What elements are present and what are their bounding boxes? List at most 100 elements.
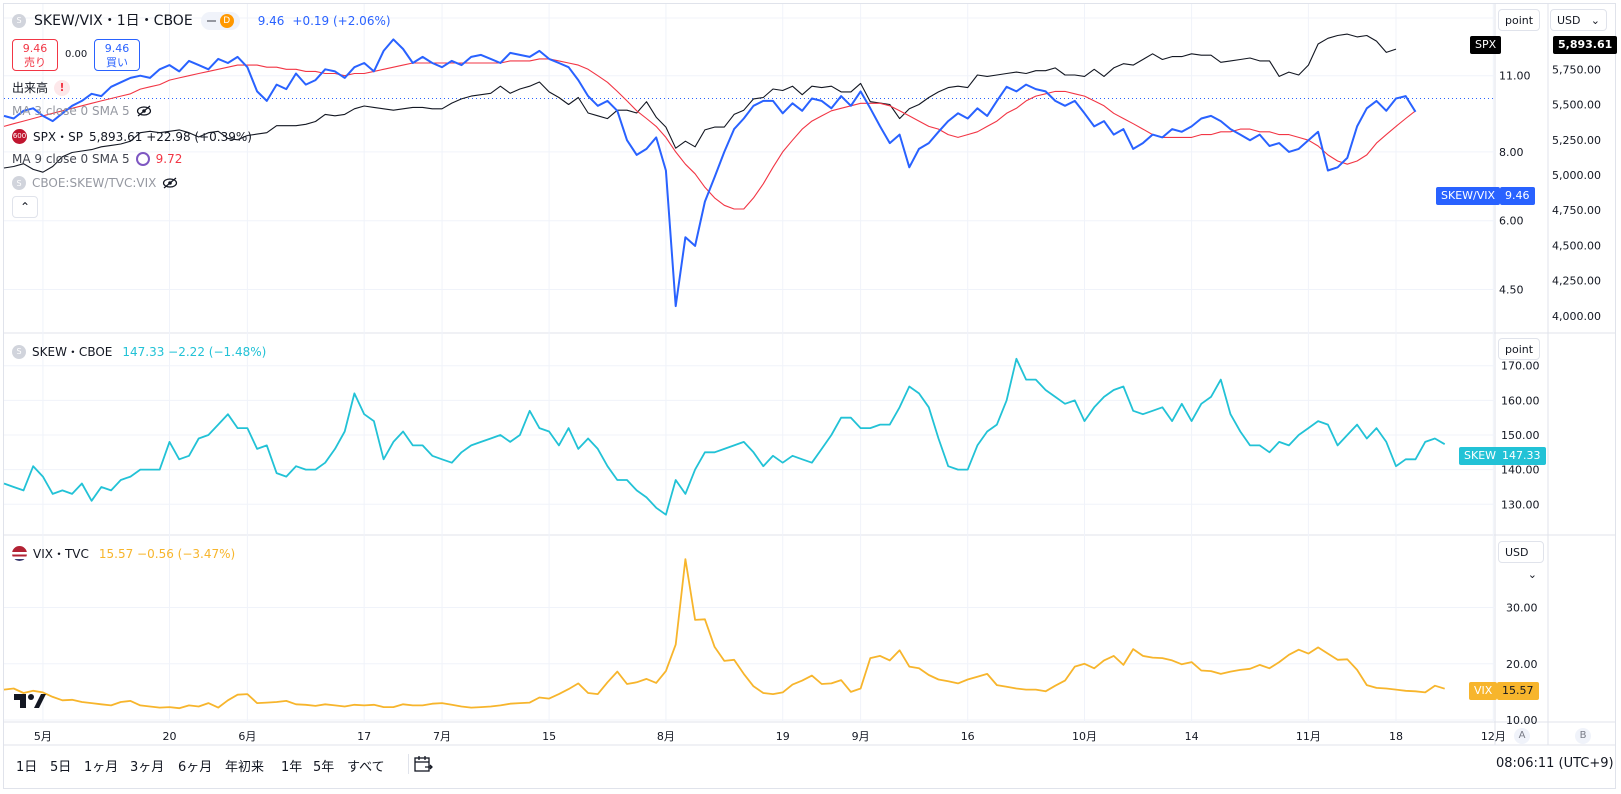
time-axis-label: 16	[961, 730, 975, 743]
time-axis-label: 8月	[657, 730, 675, 743]
chevron-up-icon: ⌃	[19, 200, 31, 214]
ratio-tag: SKEW/VIX	[1436, 187, 1501, 205]
time-axis-label: 7月	[433, 730, 451, 743]
range-button[interactable]: 6ヶ月	[178, 760, 213, 775]
spx-tick-label: 4,500.00	[1552, 239, 1601, 252]
time-axis-label: 11月	[1296, 730, 1321, 743]
sell-price: 9.46	[22, 42, 48, 55]
skew-value: 147.33 −2.22 (−1.48%)	[122, 344, 267, 359]
vix-tag: VIX	[1469, 682, 1498, 700]
range-button[interactable]: すべて	[347, 760, 385, 775]
currency-select-vix[interactable]: USD ⌄	[1498, 541, 1544, 581]
eye-hidden-icon[interactable]	[136, 105, 152, 117]
collapse-legend-button[interactable]: ⌃	[12, 196, 38, 218]
chevron-down-icon: ⌄	[1527, 568, 1537, 581]
skew-logo-icon: S	[12, 344, 26, 359]
eye-hidden-icon[interactable]	[162, 177, 178, 189]
buy-price: 9.46	[104, 42, 130, 55]
skew-tick-label: 160.00	[1501, 394, 1540, 407]
range-button[interactable]: 1ヶ月	[84, 760, 119, 775]
range-button[interactable]: 年初来	[225, 760, 265, 775]
range-button[interactable]: 1年	[281, 760, 303, 775]
legend-spx[interactable]: 600 SPX・SP 5,893.61 +22.98 (+0.39%)	[12, 128, 252, 145]
legend-skew[interactable]: S SKEW・CBOE 147.33 −2.22 (−1.48%)	[12, 343, 266, 360]
currency-label: USD	[1557, 14, 1581, 27]
time-axis-label: 15	[542, 730, 556, 743]
buy-button[interactable]: 9.46 買い	[94, 39, 140, 71]
ratio-ticker: CBOE:SKEW/TVC:VIX	[32, 176, 157, 190]
time-axis-label: 19	[776, 730, 790, 743]
spx-tick-label: 4,000.00	[1552, 310, 1601, 323]
ma3-label: MA 3 close 0 SMA 5	[12, 104, 130, 118]
ratio-logo-icon: S	[12, 176, 26, 190]
clock[interactable]: 08:06:11 (UTC+9)	[1496, 756, 1614, 771]
sell-label: 売り	[24, 56, 46, 69]
buy-label: 買い	[106, 56, 128, 69]
vix-line	[3, 558, 1445, 710]
last-price: 9.46	[257, 14, 285, 28]
scale-mode-button[interactable]: point	[1498, 9, 1541, 31]
skew-tag: SKEW	[1459, 447, 1502, 465]
time-axis-label: 12月	[1481, 730, 1506, 743]
ma9-line	[3, 58, 1416, 210]
time-axis-label: 5月	[34, 730, 52, 743]
spx-tick-label: 4,750.00	[1552, 204, 1601, 217]
range-button[interactable]: 1日	[16, 760, 38, 775]
legend-volume[interactable]: 出来高 !	[12, 79, 71, 96]
vix-tick-label: 20.00	[1506, 658, 1538, 671]
tradingview-logo-icon[interactable]	[14, 692, 46, 710]
vix-tick-label: 10.00	[1506, 714, 1538, 727]
time-axis-label: 14	[1185, 730, 1199, 743]
vix-value: 15.57 −0.56 (−3.47%)	[98, 546, 236, 561]
spx-value: 5,893.61 +22.98 (+0.39%)	[88, 129, 252, 144]
legend-vix[interactable]: VIX・TVC 15.57 −0.56 (−3.47%)	[12, 545, 235, 562]
vix-name: VIX・TVC	[33, 547, 89, 561]
spx-name: SPX・SP	[33, 130, 83, 144]
time-axis-label: 9月	[852, 730, 870, 743]
toolbar-divider	[408, 754, 409, 774]
vix-price-chip: 15.57	[1497, 682, 1539, 700]
us-flag-icon	[12, 546, 27, 561]
loading-icon	[135, 152, 150, 166]
time-axis-label: 17	[357, 730, 371, 743]
time-axis-label: 6月	[238, 730, 256, 743]
skew-name: SKEW・CBOE	[32, 345, 113, 359]
symbol-title[interactable]: SKEW/VIX・1日・CBOE	[34, 13, 193, 29]
auto-scale-button[interactable]: A	[1514, 728, 1530, 744]
ma9-label: MA 9 close 0 SMA 5	[12, 152, 130, 166]
range-button[interactable]: 5年	[313, 760, 335, 775]
ratio-line	[3, 38, 1417, 308]
skew-line	[3, 357, 1446, 516]
goto-date-icon[interactable]	[413, 754, 433, 774]
currency-select[interactable]: USD ⌄	[1550, 9, 1607, 31]
skew-tick-label: 150.00	[1501, 429, 1540, 442]
range-button[interactable]: 3ヶ月	[130, 760, 165, 775]
legend-ma3[interactable]: MA 3 close 0 SMA 5	[12, 104, 152, 118]
spx-logo-icon: 600	[12, 129, 27, 144]
time-axis-label: 20	[162, 730, 176, 743]
spx-tick-label: 4,250.00	[1552, 275, 1601, 288]
spx-tick-label: 5,750.00	[1552, 63, 1601, 76]
warning-icon[interactable]: !	[54, 79, 71, 96]
chart-frame	[3, 3, 1616, 789]
spx-tick-label: 5,500.00	[1552, 99, 1601, 112]
skew-tick-label: 130.00	[1501, 498, 1540, 511]
range-button[interactable]: 5日	[50, 760, 72, 775]
sell-button[interactable]: 9.46 売り	[12, 39, 58, 71]
skew-price-chip: 147.33	[1497, 447, 1546, 465]
ratio-tick-label: 11.00	[1499, 70, 1531, 83]
time-axis-label: 10月	[1072, 730, 1097, 743]
status-badge[interactable]: D	[200, 12, 240, 30]
ratio-tick-label: 8.00	[1499, 146, 1524, 159]
minus-icon	[206, 20, 216, 22]
ratio-price-chip: 9.46	[1500, 187, 1535, 205]
ratio-tick-label: 4.50	[1499, 284, 1524, 297]
scale-mode-button-skew[interactable]: point	[1498, 338, 1541, 360]
legend-ma9[interactable]: MA 9 close 0 SMA 5 9.72	[12, 152, 182, 166]
chevron-down-icon: ⌄	[1590, 14, 1600, 27]
log-scale-button[interactable]: B	[1575, 728, 1591, 744]
spx-tick-label: 5,000.00	[1552, 169, 1601, 182]
legend-ratio[interactable]: S CBOE:SKEW/TVC:VIX	[12, 176, 178, 190]
header: S SKEW/VIX・1日・CBOE D 9.46 +0.19 (+2.06%)	[12, 12, 391, 30]
